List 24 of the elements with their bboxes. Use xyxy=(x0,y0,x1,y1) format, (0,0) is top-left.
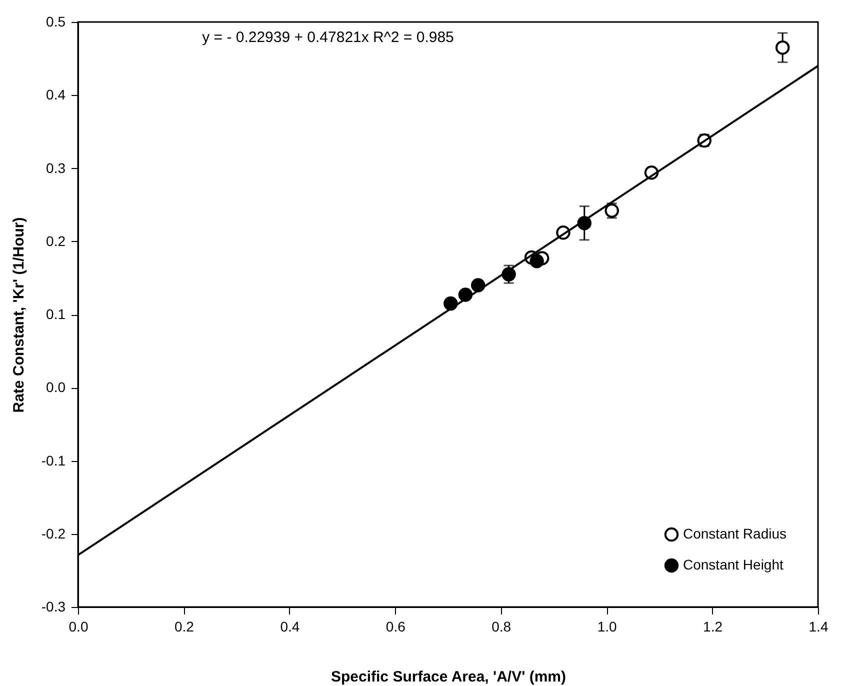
point xyxy=(530,254,544,268)
y-tick-label: -0.1 xyxy=(41,452,66,468)
y-tick-label: -0.2 xyxy=(41,525,66,542)
y-tick-label: 0.4 xyxy=(46,86,66,103)
y-tick-label: -0.3 xyxy=(41,598,66,614)
x-tick-label: 0.4 xyxy=(280,618,300,634)
y-tick-label: 0.2 xyxy=(46,232,66,249)
point xyxy=(775,40,790,55)
x-tick-label: 1.2 xyxy=(703,618,723,634)
x-tick-label: 0.0 xyxy=(68,618,88,634)
x-tick-label: 0.6 xyxy=(386,618,406,634)
x-tick-label: 1.4 xyxy=(808,618,828,634)
y-tick-label: 0.5 xyxy=(46,14,66,30)
legend-label: Constant Height xyxy=(683,556,784,572)
y-axis-title: Rate Constant, 'Kr' (1/Hour) xyxy=(10,217,28,413)
y-tick-label: 0.1 xyxy=(46,306,66,322)
x-tick-label: 1.0 xyxy=(597,618,618,634)
y-tick-label: 0.0 xyxy=(46,379,66,396)
annotation: y = - 0.22939 + 0.47821x R^2 = 0.985 xyxy=(202,29,454,46)
x-axis-title: Specific Surface Area, 'A/V' (mm) xyxy=(331,668,566,686)
legend-label: Constant Radius xyxy=(683,526,787,542)
x-tick-label: 0.2 xyxy=(174,618,194,634)
x-tick-label: 0.8 xyxy=(492,618,512,634)
y-tick-label: 0.3 xyxy=(46,160,66,176)
